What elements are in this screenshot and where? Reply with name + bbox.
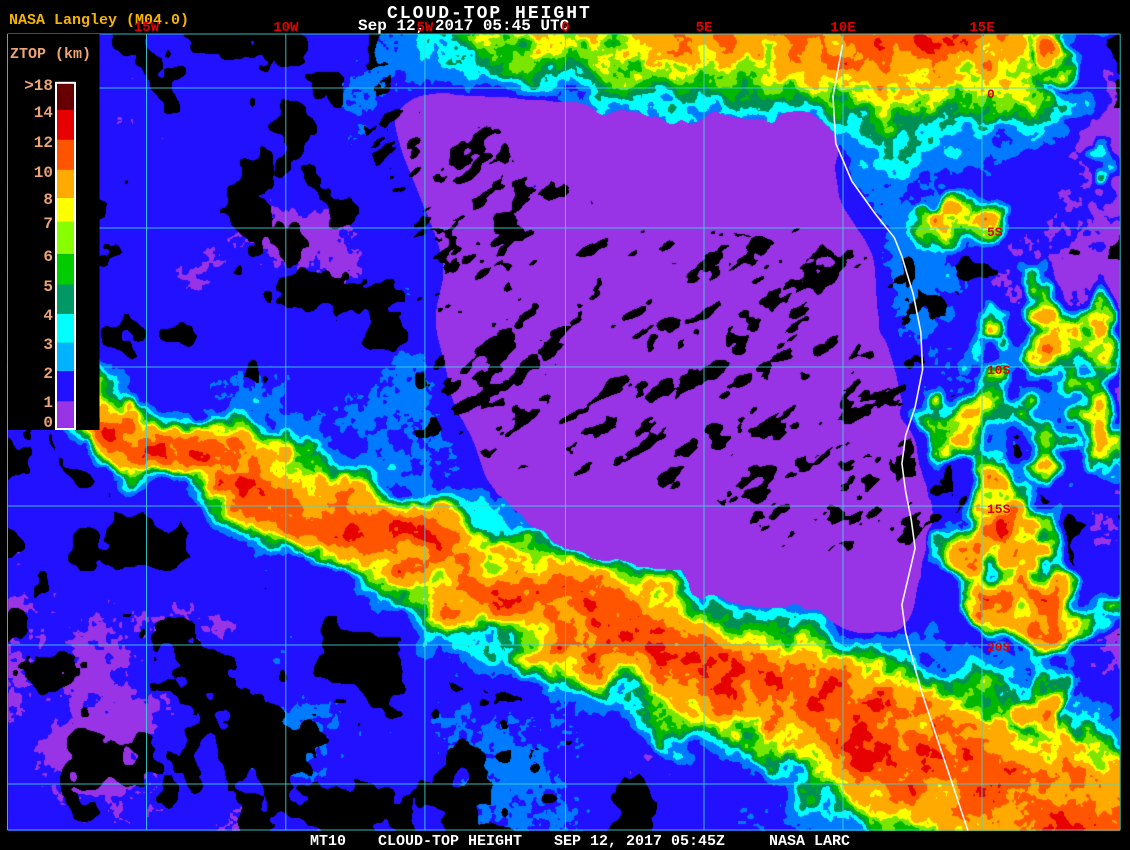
svg-text:>18: >18 bbox=[24, 77, 53, 95]
svg-text:CLOUD-TOP HEIGHT: CLOUD-TOP HEIGHT bbox=[378, 833, 522, 850]
svg-text:20S: 20S bbox=[987, 640, 1011, 655]
svg-text:12: 12 bbox=[34, 134, 53, 152]
svg-text:10S: 10S bbox=[987, 363, 1011, 378]
svg-text:15S: 15S bbox=[987, 502, 1011, 517]
svg-text:10W: 10W bbox=[273, 20, 299, 36]
svg-text:1: 1 bbox=[43, 394, 53, 412]
svg-text:5W: 5W bbox=[416, 20, 433, 36]
svg-text:NASA LARC: NASA LARC bbox=[769, 833, 850, 850]
svg-text:ZTOP (km): ZTOP (km) bbox=[10, 46, 91, 63]
svg-text:NASA Langley (M04.0): NASA Langley (M04.0) bbox=[9, 12, 189, 29]
svg-text:6: 6 bbox=[43, 248, 53, 266]
svg-text:5E: 5E bbox=[696, 20, 713, 36]
svg-text:SEP 12, 2017 05:45Z: SEP 12, 2017 05:45Z bbox=[554, 833, 725, 850]
svg-text:0: 0 bbox=[987, 87, 995, 102]
svg-text:15E: 15E bbox=[969, 20, 994, 36]
svg-text:5S: 5S bbox=[987, 225, 1003, 240]
svg-text:8: 8 bbox=[43, 191, 53, 209]
svg-text:10E: 10E bbox=[830, 20, 855, 36]
svg-text:5: 5 bbox=[43, 278, 53, 296]
svg-text:7: 7 bbox=[43, 215, 53, 233]
svg-text:2: 2 bbox=[43, 365, 53, 383]
svg-text:15W: 15W bbox=[134, 20, 160, 36]
svg-text:14: 14 bbox=[34, 104, 54, 122]
svg-text:0: 0 bbox=[43, 414, 53, 432]
svg-text:3: 3 bbox=[43, 336, 53, 354]
svg-text:MT10: MT10 bbox=[310, 833, 346, 850]
svg-text:Sep 12, 2017 05:45 UTC: Sep 12, 2017 05:45 UTC bbox=[358, 17, 570, 35]
svg-text:0: 0 bbox=[561, 20, 569, 36]
svg-text:10: 10 bbox=[34, 164, 53, 182]
svg-text:4: 4 bbox=[43, 307, 53, 325]
